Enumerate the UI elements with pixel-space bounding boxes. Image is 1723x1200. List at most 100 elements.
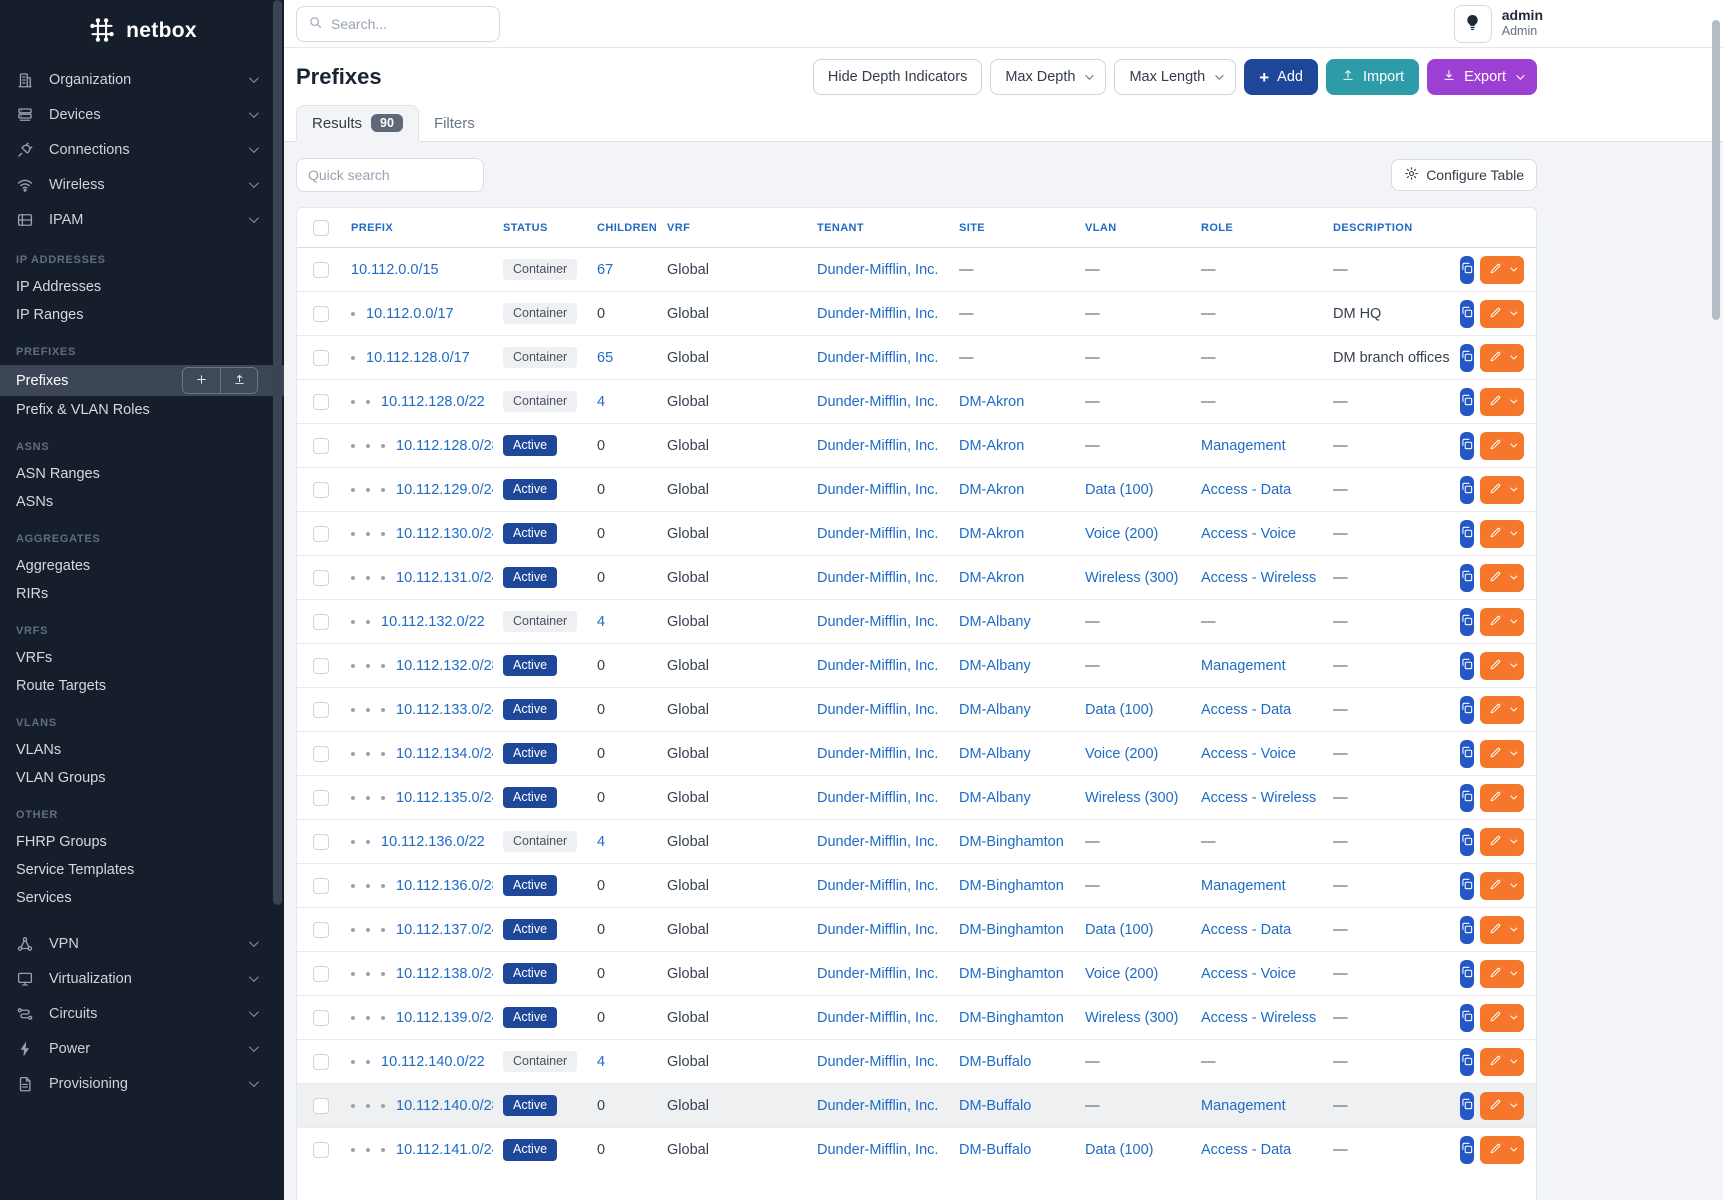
sidebar-item-ip-ranges[interactable]: IP Ranges <box>0 301 284 329</box>
row-checkbox[interactable] <box>313 966 329 982</box>
children-count-link[interactable]: 4 <box>597 394 605 410</box>
prefix-link[interactable]: 10.112.138.0/24 <box>396 966 493 982</box>
site-link[interactable]: DM-Binghamton <box>959 966 1064 982</box>
copy-button[interactable] <box>1460 1048 1474 1076</box>
tenant-link[interactable]: Dunder-Mifflin, Inc. <box>817 834 938 850</box>
role-link[interactable]: Access - Data <box>1201 922 1291 938</box>
prefix-link[interactable]: 10.112.137.0/24 <box>396 922 493 938</box>
vlan-link[interactable]: Voice (200) <box>1085 526 1158 542</box>
edit-dropdown-button[interactable] <box>1480 476 1524 504</box>
prefix-link[interactable]: 10.112.128.0/28 <box>396 438 493 454</box>
sidebar-item-power[interactable]: Power <box>0 1031 284 1066</box>
copy-button[interactable] <box>1460 1092 1474 1120</box>
prefix-link[interactable]: 10.112.132.0/28 <box>396 658 493 674</box>
sidebar-item-wireless[interactable]: Wireless <box>0 167 284 202</box>
sidebar-item-services[interactable]: Services <box>0 884 284 912</box>
role-link[interactable]: Access - Wireless <box>1201 790 1316 806</box>
row-checkbox[interactable] <box>313 394 329 410</box>
role-link[interactable]: Access - Data <box>1201 482 1291 498</box>
sidebar-item-ip-addresses[interactable]: IP Addresses <box>0 273 284 301</box>
sidebar-item-asns[interactable]: ASNs <box>0 488 284 516</box>
column-header-prefix[interactable]: PREFIX <box>341 208 493 248</box>
copy-button[interactable] <box>1460 388 1474 416</box>
tenant-link[interactable]: Dunder-Mifflin, Inc. <box>817 306 938 322</box>
copy-button[interactable] <box>1460 1136 1474 1164</box>
sidebar-item-circuits[interactable]: Circuits <box>0 996 284 1031</box>
tab-results[interactable]: Results 90 <box>296 105 419 142</box>
prefix-link[interactable]: 10.112.131.0/24 <box>396 570 493 586</box>
quick-search-input[interactable] <box>296 158 484 192</box>
copy-button[interactable] <box>1460 300 1474 328</box>
prefix-link[interactable]: 10.112.130.0/24 <box>396 526 493 542</box>
edit-dropdown-button[interactable] <box>1480 1004 1524 1032</box>
page-scrollbar-thumb[interactable] <box>1712 20 1720 320</box>
sidebar-item-asn-ranges[interactable]: ASN Ranges <box>0 460 284 488</box>
prefix-link[interactable]: 10.112.136.0/28 <box>396 878 493 894</box>
site-link[interactable]: DM-Akron <box>959 526 1024 542</box>
site-link[interactable]: DM-Albany <box>959 614 1031 630</box>
tenant-link[interactable]: Dunder-Mifflin, Inc. <box>817 438 938 454</box>
edit-dropdown-button[interactable] <box>1480 388 1524 416</box>
role-link[interactable]: Access - Wireless <box>1201 1010 1316 1026</box>
edit-dropdown-button[interactable] <box>1480 696 1524 724</box>
tenant-link[interactable]: Dunder-Mifflin, Inc. <box>817 1098 938 1114</box>
sidebar-import-button[interactable] <box>220 368 257 393</box>
column-header-role[interactable]: ROLE <box>1191 208 1323 248</box>
column-header-children[interactable]: CHILDREN <box>587 208 657 248</box>
column-header-description[interactable]: DESCRIPTION <box>1323 208 1452 248</box>
sidebar-item-route-targets[interactable]: Route Targets <box>0 672 284 700</box>
site-link[interactable]: DM-Binghamton <box>959 878 1064 894</box>
copy-button[interactable] <box>1460 652 1474 680</box>
column-header-vrf[interactable]: VRF <box>657 208 807 248</box>
vlan-link[interactable]: Voice (200) <box>1085 966 1158 982</box>
edit-dropdown-button[interactable] <box>1480 960 1524 988</box>
sidebar-item-virtualization[interactable]: Virtualization <box>0 961 284 996</box>
prefix-link[interactable]: 10.112.134.0/24 <box>396 746 493 762</box>
tenant-link[interactable]: Dunder-Mifflin, Inc. <box>817 746 938 762</box>
tenant-link[interactable]: Dunder-Mifflin, Inc. <box>817 702 938 718</box>
role-link[interactable]: Access - Voice <box>1201 526 1296 542</box>
vlan-link[interactable]: Wireless (300) <box>1085 570 1178 586</box>
children-count-link[interactable]: 4 <box>597 614 605 630</box>
prefix-link[interactable]: 10.112.0.0/17 <box>366 306 454 322</box>
role-link[interactable]: Management <box>1201 658 1286 674</box>
tenant-link[interactable]: Dunder-Mifflin, Inc. <box>817 1010 938 1026</box>
edit-dropdown-button[interactable] <box>1480 652 1524 680</box>
site-link[interactable]: DM-Binghamton <box>959 1010 1064 1026</box>
copy-button[interactable] <box>1460 916 1474 944</box>
edit-dropdown-button[interactable] <box>1480 608 1524 636</box>
edit-dropdown-button[interactable] <box>1480 344 1524 372</box>
copy-button[interactable] <box>1460 1004 1474 1032</box>
prefix-link[interactable]: 10.112.139.0/24 <box>396 1010 493 1026</box>
vlan-link[interactable]: Wireless (300) <box>1085 1010 1178 1026</box>
site-link[interactable]: DM-Buffalo <box>959 1142 1031 1158</box>
sidebar-item-vlan-groups[interactable]: VLAN Groups <box>0 764 284 792</box>
sidebar-item-prefixes[interactable]: Prefixes <box>0 365 284 396</box>
site-link[interactable]: DM-Buffalo <box>959 1098 1031 1114</box>
prefix-link[interactable]: 10.112.133.0/24 <box>396 702 493 718</box>
row-checkbox[interactable] <box>313 350 329 366</box>
copy-button[interactable] <box>1460 960 1474 988</box>
row-checkbox[interactable] <box>313 1142 329 1158</box>
site-link[interactable]: DM-Akron <box>959 570 1024 586</box>
role-link[interactable]: Management <box>1201 878 1286 894</box>
export-dropdown[interactable]: Export <box>1427 59 1537 95</box>
search-input[interactable] <box>331 16 488 32</box>
vlan-link[interactable]: Data (100) <box>1085 1142 1154 1158</box>
prefix-link[interactable]: 10.112.0.0/15 <box>351 262 439 278</box>
column-header-vlan[interactable]: VLAN <box>1075 208 1191 248</box>
site-link[interactable]: DM-Albany <box>959 790 1031 806</box>
select-all-checkbox[interactable] <box>313 220 329 236</box>
role-link[interactable]: Access - Data <box>1201 1142 1291 1158</box>
prefix-link[interactable]: 10.112.141.0/24 <box>396 1142 493 1158</box>
row-checkbox[interactable] <box>313 922 329 938</box>
copy-button[interactable] <box>1460 740 1474 768</box>
tenant-link[interactable]: Dunder-Mifflin, Inc. <box>817 1054 938 1070</box>
sidebar-item-vpn[interactable]: VPN <box>0 926 284 961</box>
edit-dropdown-button[interactable] <box>1480 256 1524 284</box>
edit-dropdown-button[interactable] <box>1480 916 1524 944</box>
vlan-link[interactable]: Voice (200) <box>1085 746 1158 762</box>
site-link[interactable]: DM-Buffalo <box>959 1054 1031 1070</box>
role-link[interactable]: Management <box>1201 438 1286 454</box>
tenant-link[interactable]: Dunder-Mifflin, Inc. <box>817 482 938 498</box>
